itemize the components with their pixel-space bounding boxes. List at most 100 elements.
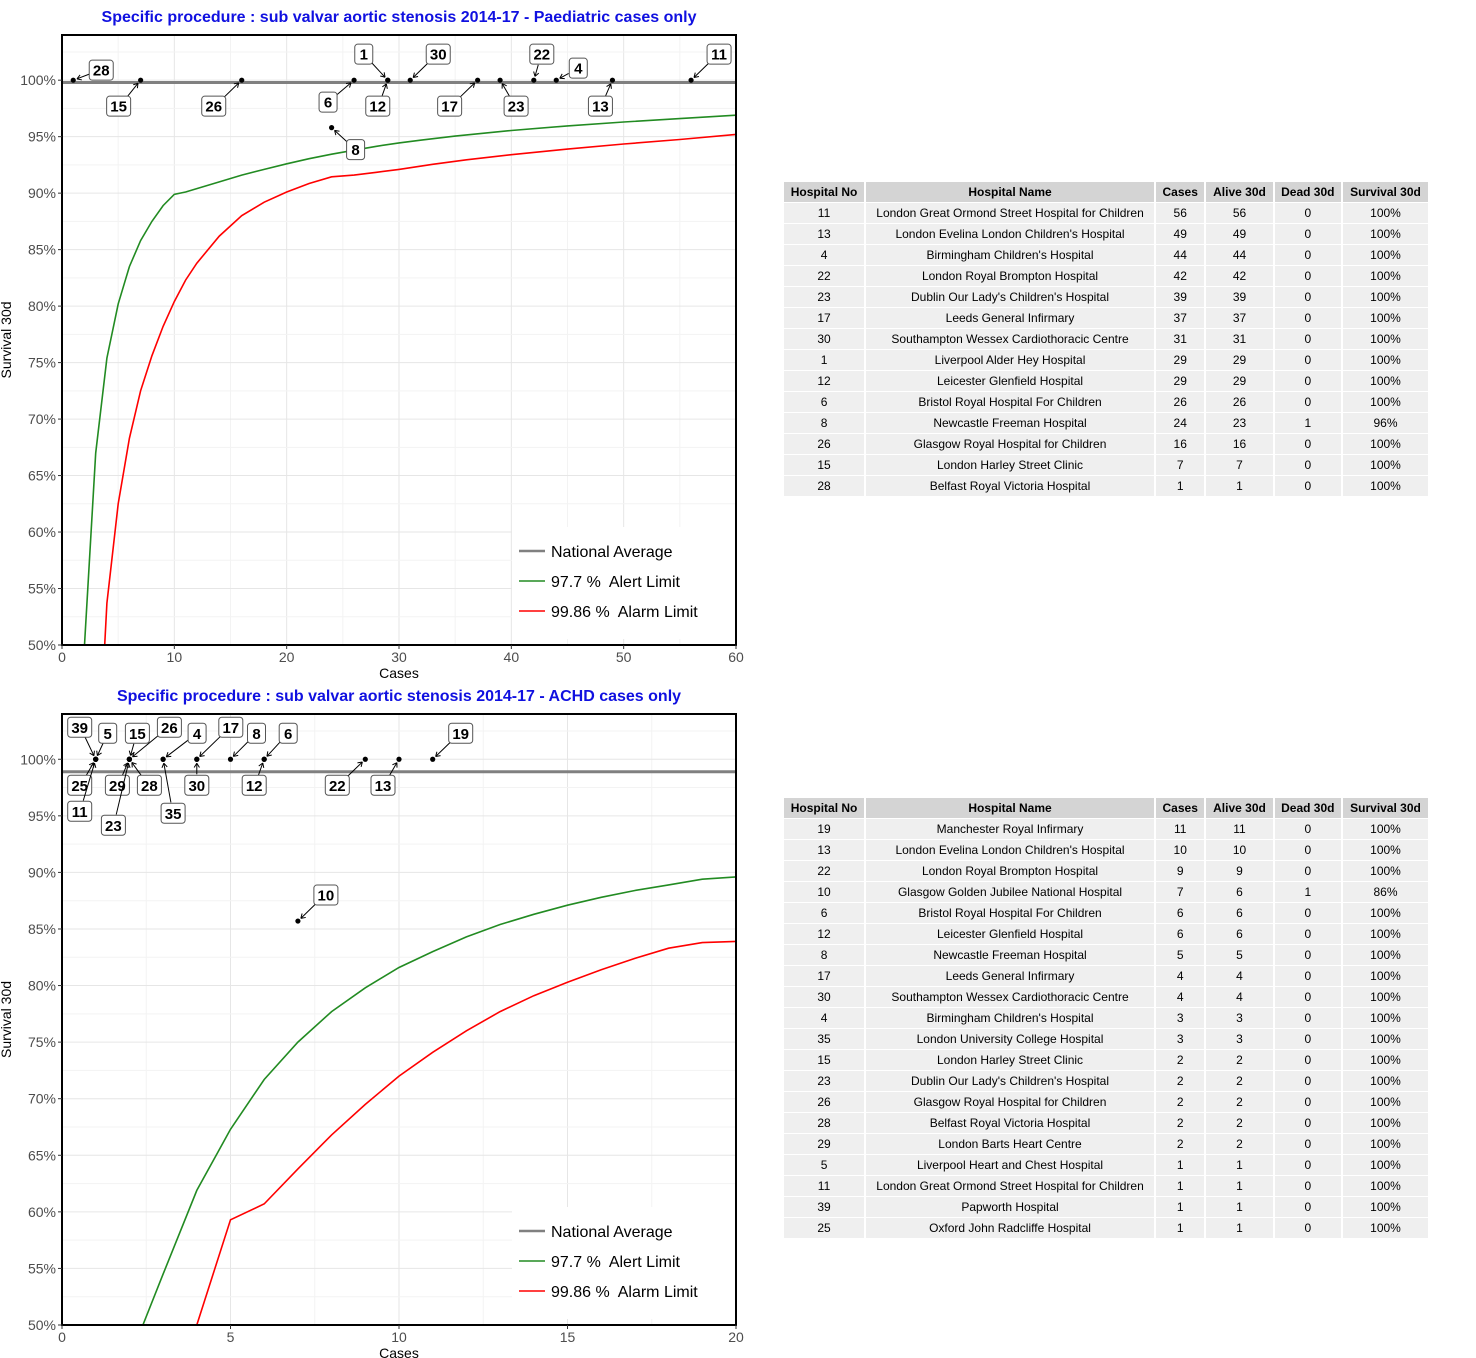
hospital-label: 8 <box>252 726 260 743</box>
label-leader-line <box>266 741 282 757</box>
column-header: Hospital Name <box>865 182 1156 203</box>
table-cell: 0 <box>1273 433 1344 455</box>
hospital-point <box>160 756 166 762</box>
table-cell: 23 <box>784 1070 867 1092</box>
table-cell: 30 <box>784 328 867 350</box>
table-header-row: Hospital No Hospital Name Cases Alive 30d De… <box>784 798 1428 819</box>
table-cell: Leeds General Infirmary <box>865 965 1156 987</box>
table-cell: 56 <box>1205 202 1275 224</box>
table-cell: Dublin Our Lady's Children's Hospital <box>865 286 1156 308</box>
table-cell: 100% <box>1342 454 1428 476</box>
label-arrowhead <box>412 72 419 78</box>
table-row: 25 Oxford John Radcliffe Hospital 1 1 0 100% <box>784 1217 1428 1239</box>
hospital-label: 8 <box>351 142 359 159</box>
hospital-label: 17 <box>222 720 239 737</box>
survival-chart-paediatric: 28 15 26 8 6 1 12 30 17 23 22 4 13 11 National Average… <box>0 34 744 678</box>
table-row: 15 London Harley Street Clinic 7 7 0 100% <box>784 454 1428 476</box>
legend-label: 99.86 % Alarm Limit <box>551 1284 698 1301</box>
table-cell: 6 <box>1205 902 1275 924</box>
table-cell: Birmingham Children's Hospital <box>865 1007 1156 1029</box>
y-tick-label: 95% <box>28 129 56 145</box>
table-cell: 3 <box>1205 1007 1275 1029</box>
table-cell: 19 <box>784 818 867 840</box>
hospital-label: 22 <box>329 778 346 795</box>
table-cell: 100% <box>1342 370 1428 392</box>
table-cell: 2 <box>1205 1091 1275 1113</box>
label-leader-line <box>165 739 189 758</box>
hospital-label: 26 <box>205 99 222 116</box>
table-cell: 0 <box>1273 1112 1344 1134</box>
label-arrowhead <box>435 751 441 758</box>
table-cell: 100% <box>1342 1133 1428 1155</box>
table-row: 23 Dublin Our Lady's Children's Hospital 2… <box>784 1070 1428 1092</box>
legend-label: 97.7 % Alert Limit <box>551 1254 681 1271</box>
table-cell: 1 <box>1205 1154 1275 1176</box>
table-cell: Newcastle Freeman Hospital <box>865 944 1156 966</box>
table-cell: 56 <box>1154 202 1207 224</box>
data-points: 28 15 26 8 6 1 12 30 17 23 22 4 13 11 <box>70 43 732 161</box>
legend-label: 99.86 % Alarm Limit <box>551 604 698 621</box>
table-cell: 31 <box>1154 328 1207 350</box>
table-cell: 100% <box>1342 244 1428 266</box>
table-row: 11 London Great Ormond Street Hospital fo… <box>784 1175 1428 1197</box>
table-row: 12 Leicester Glenfield Hospital 29 29 0 100% <box>784 370 1428 392</box>
alert-limit-line <box>83 114 736 645</box>
table-cell: 100% <box>1342 818 1428 840</box>
table-cell: 100% <box>1342 433 1428 455</box>
table-cell: 1 <box>1205 1217 1275 1239</box>
table-cell: 49 <box>1205 223 1275 245</box>
label-leader-line <box>258 762 264 776</box>
label-arrowhead <box>606 83 612 89</box>
y-tick-label: 95% <box>28 808 56 824</box>
table-cell: 4 <box>784 1007 867 1029</box>
legend-label: 97.7 % Alert Limit <box>551 574 681 591</box>
legend: National Average 97.7 % Alert Limit 99.86 … <box>512 1207 736 1319</box>
hospital-label-box <box>425 43 451 65</box>
limit-curves <box>62 770 736 1325</box>
table-row: 12 Leicester Glenfield Hospital 6 6 0 100% <box>784 923 1428 945</box>
hospital-label-box <box>88 59 114 81</box>
legend: National Average 97.7 % Alert Limit 99.86 … <box>512 527 736 639</box>
table-cell: 42 <box>1205 265 1275 287</box>
hospital-label: 5 <box>104 726 112 743</box>
table-row: 15 London Harley Street Clinic 2 2 0 100% <box>784 1049 1428 1071</box>
label-leader-line <box>115 763 129 815</box>
label-leader-line <box>132 733 161 758</box>
y-tick-label: 60% <box>28 1204 56 1220</box>
table-cell: 28 <box>784 475 867 497</box>
hospital-label: 19 <box>452 726 469 743</box>
axes: 0 10 20 30 40 50 60 50% 55% 60% 65% 70% 75% 80% 85% 90%… <box>0 72 744 678</box>
table-cell: 0 <box>1273 1196 1344 1218</box>
table-cell: 1 <box>1154 1154 1207 1176</box>
table-cell: 12 <box>784 370 867 392</box>
table-row: 13 London Evelina London Children's Hospi… <box>784 223 1428 245</box>
hospital-point <box>70 77 76 83</box>
hospital-label: 13 <box>375 778 392 795</box>
table-cell: 13 <box>784 839 867 861</box>
hospital-label-box <box>346 139 366 161</box>
table-cell: 100% <box>1342 902 1428 924</box>
hospital-label: 6 <box>324 95 332 112</box>
table-cell: 86% <box>1342 881 1428 903</box>
table-cell: 0 <box>1273 1007 1344 1029</box>
y-tick-label: 80% <box>28 978 56 994</box>
column-header: Survival 30d <box>1342 182 1428 203</box>
table-cell: 1 <box>784 349 867 371</box>
label-leader-line <box>345 761 363 779</box>
table-cell: 11 <box>1154 818 1207 840</box>
chart-title-paediatric: Specific procedure : sub valvar aortic s… <box>101 9 697 26</box>
table-row: 6 Bristol Royal Hospital For Children 26 26… <box>784 391 1428 413</box>
hospital-label-box <box>706 43 732 65</box>
table-row: 11 London Great Ormond Street Hospital fo… <box>784 202 1428 224</box>
hospital-point <box>407 77 413 83</box>
table-cell: 1 <box>1205 1196 1275 1218</box>
x-tick-label: 5 <box>227 1329 235 1345</box>
label-leader-line <box>131 762 143 777</box>
table-cell: 0 <box>1273 1028 1344 1050</box>
chart-title-achd: Specific procedure : sub valvar aortic s… <box>116 688 682 705</box>
hospital-label-box <box>160 802 186 824</box>
hospital-label: 10 <box>318 888 335 905</box>
table-cell: 100% <box>1342 986 1428 1008</box>
table-row: 22 London Royal Brompton Hospital 42 42 0 100… <box>784 265 1428 287</box>
table-cell: 26 <box>1205 391 1275 413</box>
